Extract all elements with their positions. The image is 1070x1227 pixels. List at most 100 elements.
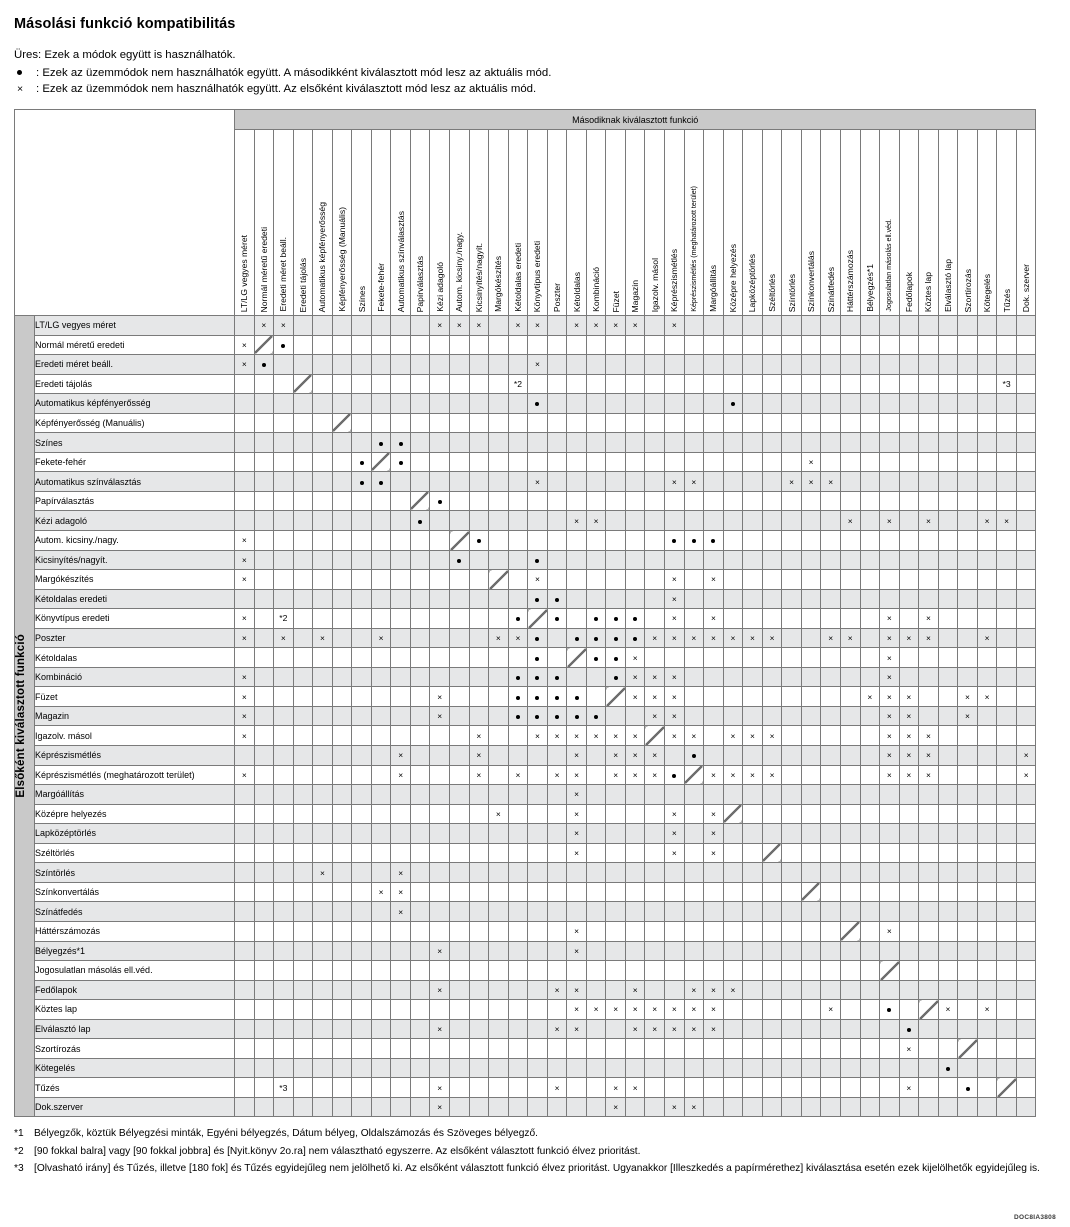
matrix-cell-r19-c41 [1015,666,1037,688]
matrix-cell-r3-c35 [898,354,920,375]
row-label-16: Könyvtípus eredeti [34,608,235,629]
matrix-cell-r5-c8 [370,393,392,414]
matrix-cell-r14-c37 [937,569,959,590]
table-row: Kicsinyítés/nagyít. × [15,549,1037,571]
column-header-2: Normál méretű eredeti [253,129,275,316]
table-row: Lapközéptörlés × × × [15,823,1037,844]
matrix-cell-r6-c14 [488,412,509,434]
matrix-cell-r2-c11 [429,334,451,356]
matrix-cell-r9-c31: × [820,471,841,492]
matrix-cell-r7-c28 [761,432,783,453]
table-row: Kombináció × × × × × [15,666,1037,688]
matrix-cell-r38-c22 [644,1038,666,1059]
matrix-cell-r5-c39 [976,393,998,414]
matrix-cell-r5-c5 [312,393,333,414]
matrix-cell-r18-c26 [722,647,744,668]
matrix-cell-r40-c1 [234,1077,255,1098]
matrix-cell-r20-c14 [488,686,509,707]
matrix-cell-r5-c22 [644,393,666,414]
incompat-x-icon: × [574,984,580,995]
matrix-cell-r35-c33 [859,979,881,1001]
matrix-cell-r19-c3 [273,666,294,688]
matrix-cell-r39-c40 [996,1057,1017,1079]
row-label-24: Képrészismétlés (meghatározott terület) [34,764,235,786]
matrix-cell-r4-c39 [976,373,998,395]
matrix-cell-r13-c18 [566,549,587,571]
matrix-cell-r18-c4 [292,647,314,668]
matrix-cell-r14-c2 [253,569,275,590]
matrix-cell-r36-c8 [370,999,392,1020]
table-row: Elsőként kiválasztott funkció LT/LG vegye… [14,314,1037,1118]
matrix-cell-r37-c19 [585,1018,607,1040]
matrix-cell-r2-c37 [937,334,959,356]
matrix-cell-r17-c1: × [234,627,255,649]
matrix-cell-r2-c14 [488,334,509,356]
matrix-cell-r3-c2 [253,354,275,375]
column-header-17: Poszter [546,129,568,316]
matrix-cell-r33-c24 [683,940,705,962]
matrix-cell-r22-c29 [781,725,802,747]
matrix-cell-r6-c18 [566,412,587,434]
matrix-cell-r10-c23 [664,490,685,512]
matrix-cell-r21-c3 [273,705,294,727]
matrix-cell-r33-c27 [742,940,763,962]
incompat-x-icon: × [1004,515,1010,526]
matrix-cell-r10-c16 [527,490,548,512]
incompat-x-icon: × [886,633,892,644]
matrix-cell-r17-c40 [996,627,1017,649]
matrix-cell-r32-c29 [781,920,802,942]
matrix-cell-r2-c18 [566,334,587,356]
matrix-cell-r12-c22 [644,530,666,551]
incompat-x-icon: × [710,984,716,995]
column-header-25: Margóállítás [703,129,724,316]
matrix-cell-r34-c2 [253,960,275,981]
matrix-cell-r40-c25 [703,1077,724,1098]
matrix-cell-r9-c7 [351,471,372,492]
matrix-cell-r38-c17 [546,1038,568,1059]
matrix-cell-r11-c25 [703,510,724,532]
matrix-cell-r12-c37 [937,530,959,551]
incompat-x-icon: × [769,769,775,780]
matrix-cell-r37-c9 [390,1018,411,1040]
matrix-cell-r15-c26 [722,588,744,610]
matrix-cell-r19-c17 [546,666,568,688]
matrix-cell-r36-c30 [800,999,822,1020]
matrix-cell-r30-c4 [292,881,314,903]
matrix-cell-r14-c5 [312,569,333,590]
matrix-cell-r38-c25 [703,1038,724,1059]
matrix-cell-r20-c15 [507,686,529,707]
matrix-cell-r41-c26 [722,1096,744,1118]
matrix-cell-r16-c40 [996,608,1017,629]
matrix-cell-r2-c1: × [234,334,255,356]
matrix-cell-r16-c4 [292,608,314,629]
matrix-cell-r13-c30 [800,549,822,571]
incompat-x-icon: × [261,320,267,331]
matrix-cell-r26-c40 [996,803,1017,825]
matrix-cell-r7-c18 [566,432,587,453]
matrix-cell-r13-c39 [976,549,998,571]
matrix-cell-r19-c39 [976,666,998,688]
matrix-cell-r41-c39 [976,1096,998,1118]
matrix-cell-r40-c19 [585,1077,607,1098]
matrix-cell-r37-c7 [351,1018,372,1040]
matrix-cell-r34-c34 [879,960,900,981]
matrix-cell-r17-c25: × [703,627,724,649]
matrix-cell-r5-c3 [273,393,294,414]
matrix-cell-r14-c18 [566,569,587,590]
matrix-cell-r11-c35 [898,510,920,532]
matrix-cell-r39-c29 [781,1057,802,1079]
matrix-cell-r40-c12 [449,1077,470,1098]
table-row: Képrészismétlés (meghatározott terület) ×… [15,764,1037,786]
matrix-cell-r7-c6 [331,432,353,453]
incompat-x-icon: × [632,320,638,331]
matrix-cell-r30-c28 [761,881,783,903]
incompat-x-icon: × [398,867,404,878]
matrix-cell-r11-c18: × [566,510,587,532]
matrix-cell-r7-c27 [742,432,763,453]
x-symbol-icon: × [17,83,24,95]
matrix-cell-r33-c34 [879,940,900,962]
row-label-36: Köztes lap [34,999,235,1020]
matrix-cell-r35-c24: × [683,979,705,1001]
matrix-cell-r29-c5: × [312,862,333,883]
incompat-x-icon: × [652,769,658,780]
